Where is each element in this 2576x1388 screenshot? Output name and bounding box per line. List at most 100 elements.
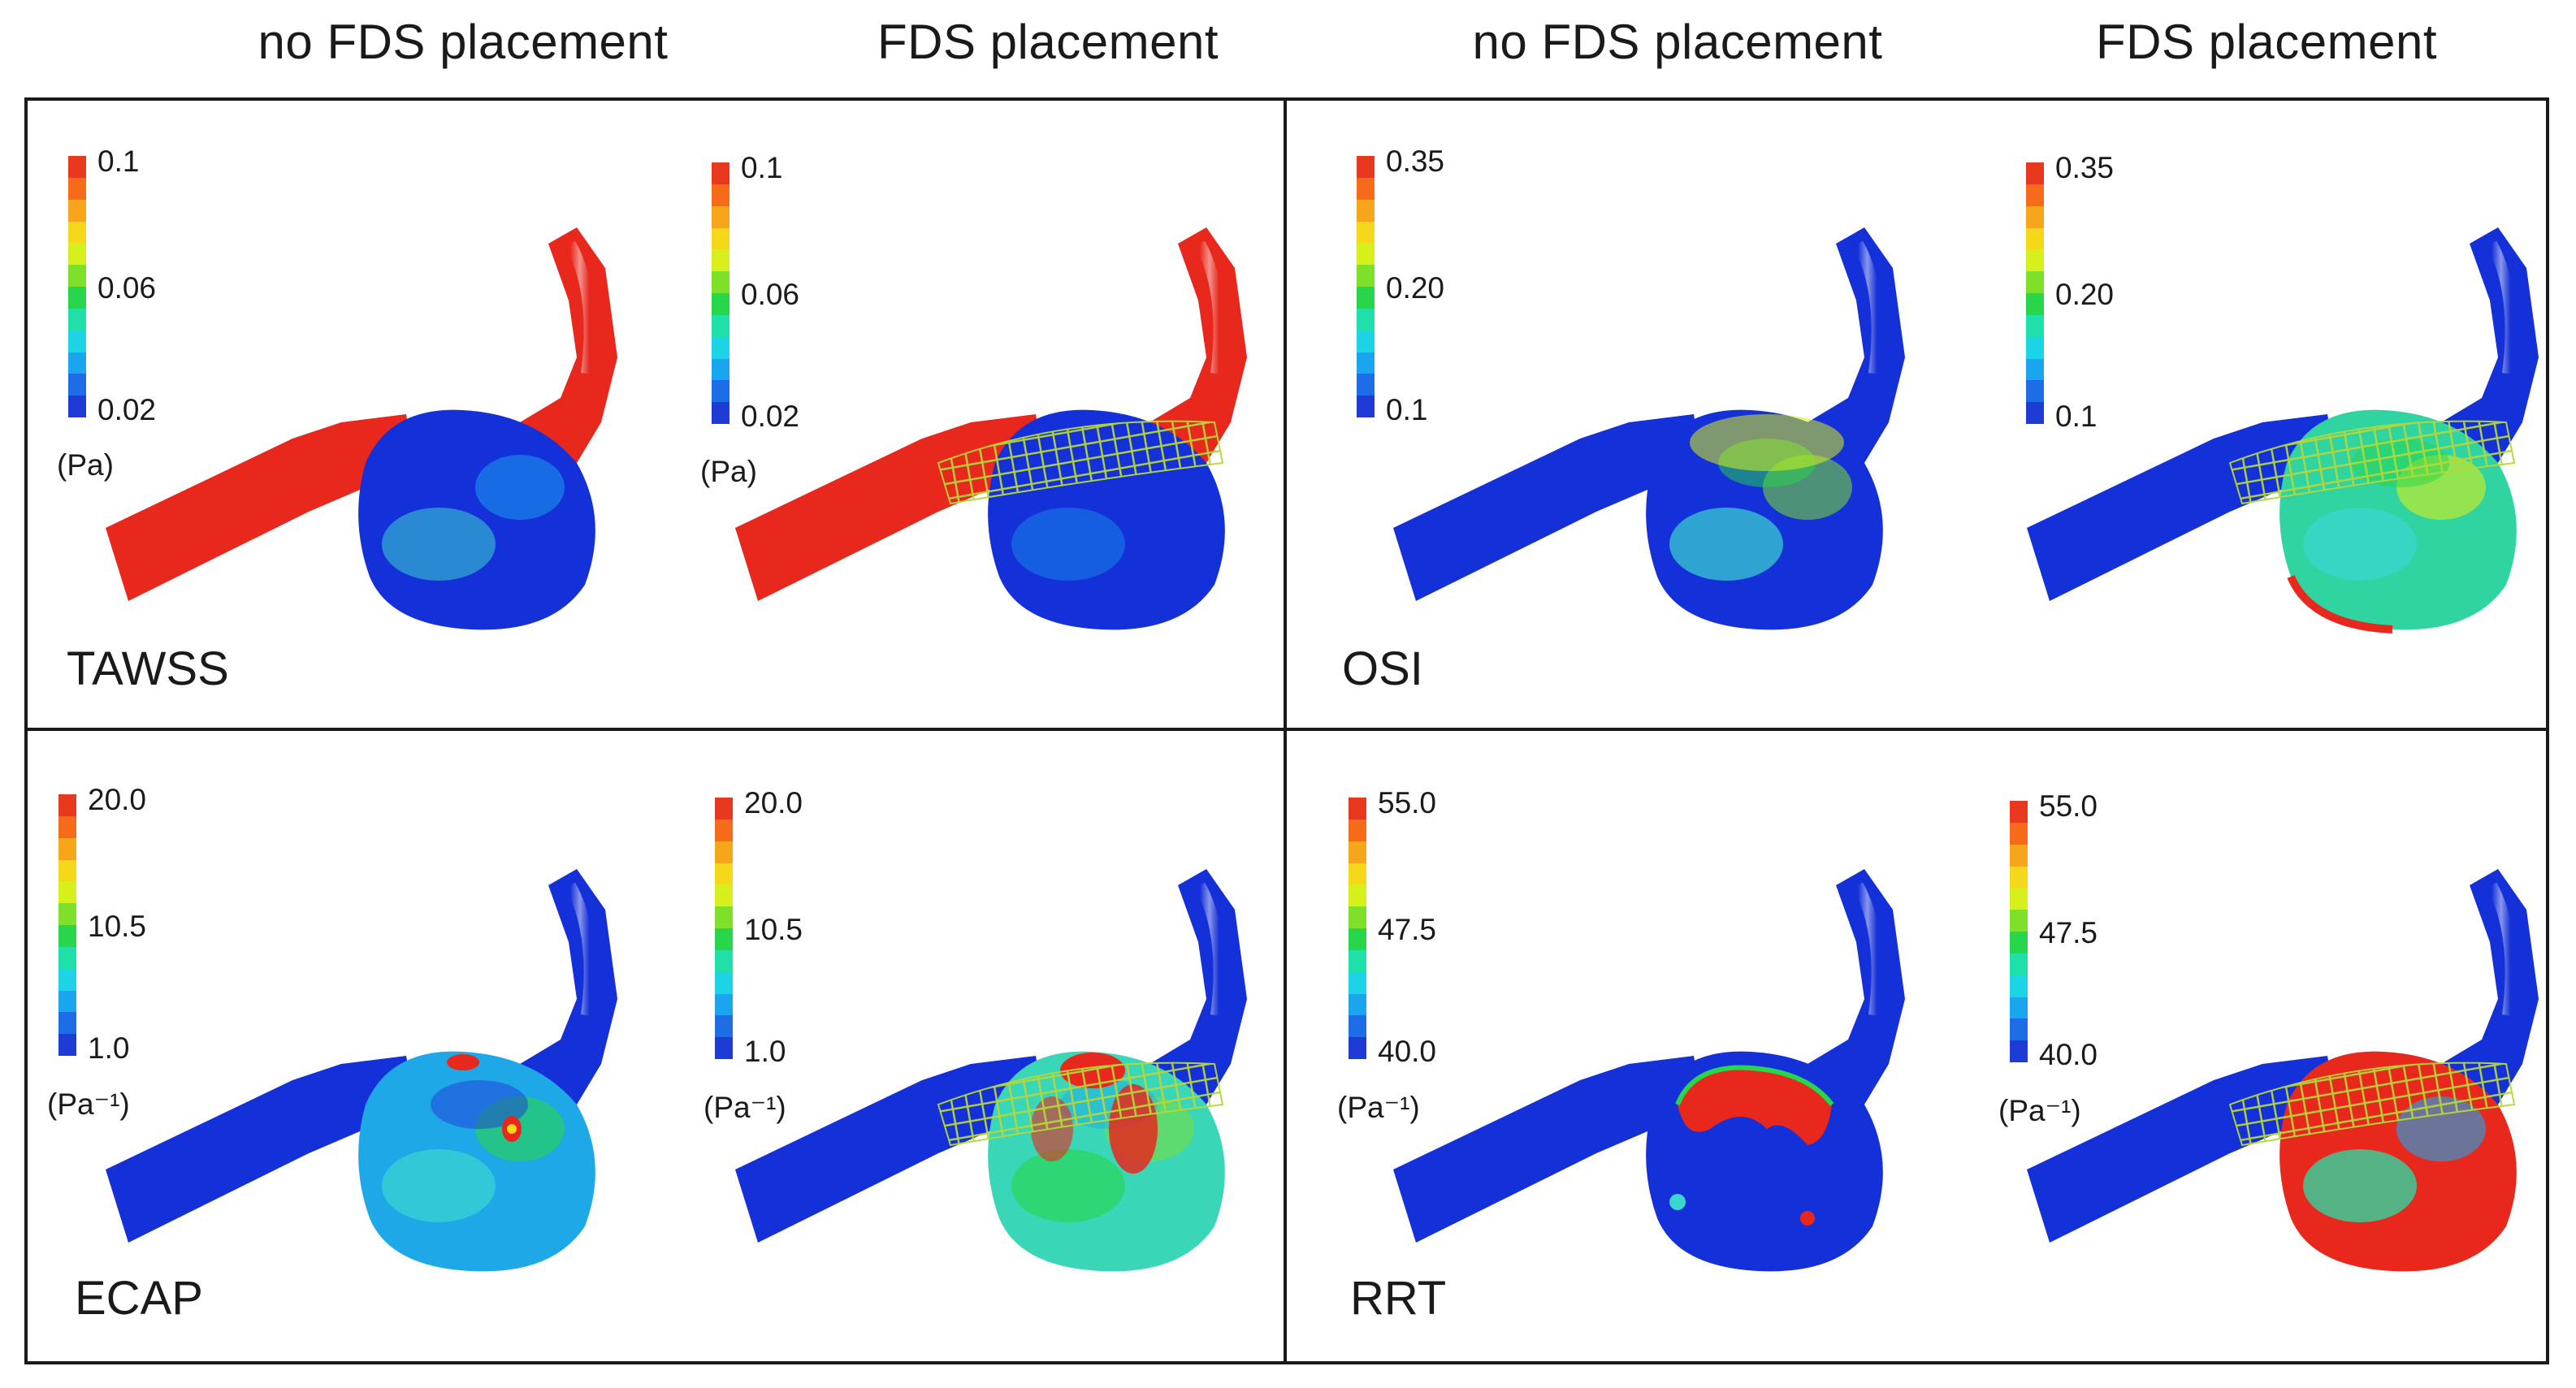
colorbar-tick-label: 10.5 (744, 913, 803, 946)
colorbar-segment (2026, 314, 2044, 338)
colorbar-segment (1357, 287, 1375, 309)
colorbar-segment (2026, 358, 2044, 381)
colorbar-segment (2010, 1018, 2028, 1041)
colorbar-segment (2026, 402, 2044, 425)
colorbar-segment (2010, 822, 2028, 845)
colorbar-segment (2026, 380, 2044, 403)
outlet-vessel (2441, 869, 2539, 1113)
colorbar-segment (1349, 1037, 1366, 1060)
colorbar-tick-label: 47.5 (2039, 916, 2098, 949)
colorbar-segment (1349, 798, 1366, 820)
colorbar-tick-label: 0.1 (1386, 393, 1428, 426)
colorbar-segment (2010, 953, 2028, 976)
colorbar-tick-label: 20.0 (88, 783, 147, 816)
colorbar-segment (68, 199, 86, 222)
inlet-vessel (1393, 414, 1702, 601)
colorbar-segment (2010, 1040, 2028, 1063)
colorbar-segment (58, 990, 76, 1013)
vessel-render-tawss-fds (727, 219, 1255, 646)
colorbar-segment (712, 402, 730, 425)
label-tawss: TAWSS (67, 642, 229, 695)
colorbar-segment (2026, 249, 2044, 272)
colorbar-segment (58, 1034, 76, 1057)
outlet-vessel (1808, 227, 1905, 471)
colorbar-tick-label: 10.5 (88, 910, 147, 943)
colorbar-segment (715, 863, 733, 885)
colorbar-segment (58, 1012, 76, 1035)
inlet-vessel (1393, 1056, 1702, 1243)
colorbar-segment (2026, 162, 2044, 185)
colorbar-tick-label: 0.1 (741, 151, 783, 184)
colorbar-segment (715, 841, 733, 863)
column-header-4: FDS placement (2096, 14, 2437, 69)
colorbar-unit: (Pa⁻¹) (1998, 1094, 2081, 1127)
colorbar-segment (712, 336, 730, 359)
colorbar-unit: (Pa⁻¹) (47, 1087, 130, 1121)
colorbar-tick-label: 40.0 (1378, 1035, 1437, 1068)
colorbar-tick-label: 55.0 (2039, 789, 2098, 823)
colorbar-segment (58, 968, 76, 991)
colorbar-segment (2010, 844, 2028, 867)
colorbar-segment (712, 358, 730, 381)
colorbar-tick-label: 0.35 (1386, 145, 1445, 178)
colorbar-segment (712, 271, 730, 294)
colorbar-unit: (Pa⁻¹) (1337, 1091, 1420, 1124)
colorbar-segment (68, 287, 86, 309)
colorbar-segment (58, 837, 76, 860)
colorbar-tick-label: 0.20 (2055, 278, 2115, 311)
outlet-vessel (2441, 227, 2539, 471)
colorbar-segment (58, 946, 76, 970)
colorbar-tick-label: 0.02 (741, 400, 800, 433)
colorbar-segment (58, 859, 76, 882)
colorbar-segment (2026, 271, 2044, 294)
colorbar-tawss-fds (712, 162, 730, 425)
colorbar-rrt-no-fds (1349, 798, 1366, 1060)
column-header-3: no FDS placement (1472, 14, 1883, 69)
colorbar-unit: (Pa⁻¹) (704, 1091, 786, 1124)
colorbar-segment (1357, 243, 1375, 266)
colorbar-tick-label: 0.06 (741, 278, 800, 311)
outlet-vessel (1808, 869, 1905, 1113)
colorbar-segment (1349, 841, 1366, 863)
label-rrt: RRT (1350, 1272, 1447, 1325)
colorbar-segment (2026, 336, 2044, 359)
colorbar-segment (715, 819, 733, 842)
colorbar-segment (68, 243, 86, 266)
colorbar-segment (715, 928, 733, 951)
colorbar-segment (58, 903, 76, 926)
colorbar-segment (68, 308, 86, 331)
colorbar-osi-no-fds (1357, 156, 1375, 418)
label-osi: OSI (1342, 642, 1423, 695)
outlet-vessel (1149, 227, 1247, 471)
colorbar-tick-label: 0.02 (97, 393, 157, 426)
colorbar-segment (2026, 227, 2044, 250)
colorbar-segment (1349, 949, 1366, 973)
colorbar-segment (68, 396, 86, 418)
colorbar-segment (712, 227, 730, 250)
colorbar-segment (68, 221, 86, 244)
column-header-1: no FDS placement (258, 14, 669, 69)
colorbar-unit: (Pa) (700, 455, 757, 488)
colorbar-tick-label: 0.20 (1386, 271, 1445, 305)
colorbar-segment (1357, 352, 1375, 374)
fds-mesh (937, 420, 1224, 505)
vertical-divider (1284, 97, 1287, 1364)
colorbar-ecap-no-fds (58, 794, 76, 1057)
colorbar-segment (2026, 293, 2044, 316)
outlet-vessel (1149, 869, 1247, 1113)
colorbar-segment (68, 156, 86, 179)
colorbar-segment (2010, 866, 2028, 889)
colorbar-ecap-fds (715, 798, 733, 1060)
vessel-render-ecap-fds (727, 861, 1255, 1287)
vessel-render-osi-fds (2019, 219, 2547, 646)
colorbar-segment (712, 249, 730, 272)
colorbar-tick-label: 0.06 (97, 271, 157, 305)
inlet-vessel (106, 1056, 414, 1243)
colorbar-segment (715, 971, 733, 994)
colorbar-segment (712, 205, 730, 228)
colorbar-segment (715, 1037, 733, 1060)
colorbar-tick-label: 40.0 (2039, 1038, 2098, 1071)
column-header-2: FDS placement (877, 14, 1219, 69)
vessel-render-osi-no-fds (1385, 219, 1913, 646)
colorbar-segment (2026, 184, 2044, 207)
